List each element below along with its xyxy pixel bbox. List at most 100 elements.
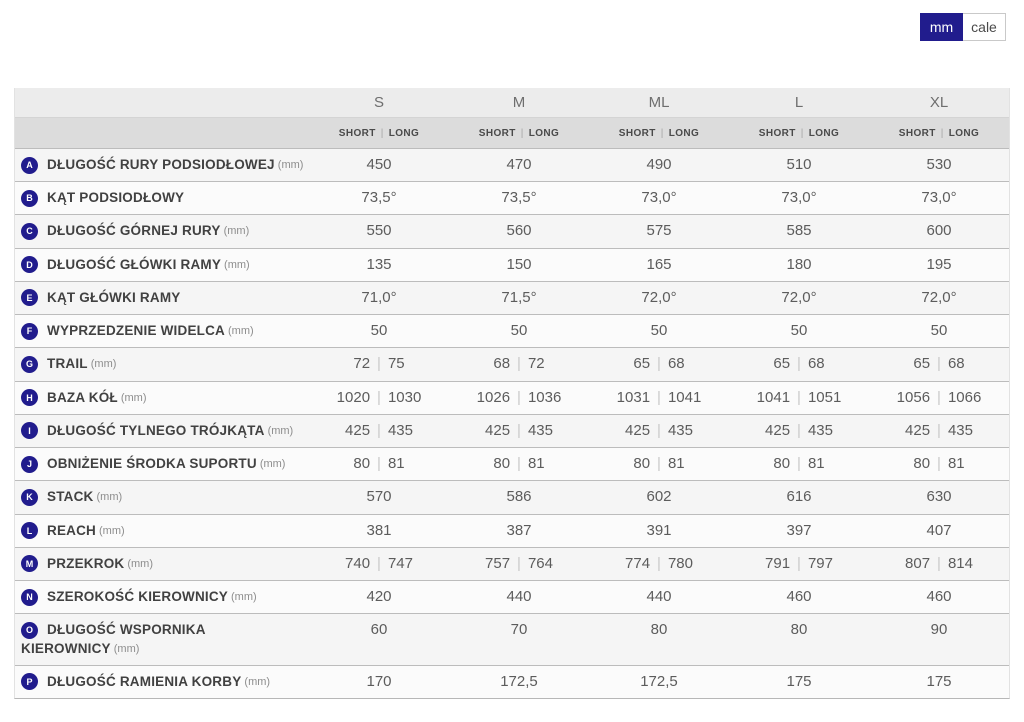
row-label: REACH [47,522,97,538]
value: 50 [790,322,808,340]
value: 397 [786,521,812,539]
value: 172,5 [640,672,678,690]
value-short: 1026 [476,388,511,406]
variant-short-label: SHORT [758,127,796,139]
value-cell: 80 | 81 [449,448,589,480]
value: 73,0° [641,189,677,207]
row-label: DŁUGOŚĆ GÓRNEJ RURY [47,223,221,239]
value-cell: 50 [449,315,589,347]
value: 72,0° [921,288,957,306]
value-cell: 73,5° [449,182,589,214]
value: 90 [930,621,948,639]
value-cell: 80 | 81 [869,448,1009,480]
table-row-n: N SZEROKOŚĆ KIEROWNICY (mm) 420 440 440 460 460 [15,580,1009,614]
value: 170 [366,672,392,690]
value-short: 80 [353,455,371,473]
row-unit: (mm) [113,642,140,655]
value-short: 774 [625,554,651,572]
value-separator: | [657,388,661,406]
value-long: 1036 [527,388,562,406]
row-letter-badge: E [21,289,38,307]
table-row-f: F WYPRZEDZENIE WIDELCA (mm) 50 50 50 50 50 [15,314,1009,348]
value: 616 [786,488,812,506]
value-cell: 71,0° [309,282,449,314]
value-cell: 440 [589,581,729,613]
table-row-g: G TRAIL (mm) 72 | 75 68 | 72 65 | 68 65 | 68 65 | 68 [15,347,1009,381]
row-unit: (mm) [96,491,123,504]
value-cell: 460 [869,581,1009,613]
value: 50 [370,322,388,340]
variant-short-label: SHORT [478,127,516,139]
value-short: 65 [773,355,791,373]
value-long: 747 [387,554,413,572]
value-cell: 425 | 435 [449,415,589,447]
row-unit: (mm) [277,159,304,171]
value-cell: 600 [869,215,1009,247]
value-cell: 72,0° [729,282,869,314]
value: 460 [786,588,812,606]
row-unit: (mm) [127,557,154,570]
value-long: 435 [667,421,693,439]
value-long: 1030 [387,388,422,406]
value: 135 [366,255,392,273]
value: 387 [506,521,532,539]
value-cell: 1056 | 1066 [869,382,1009,414]
value-separator: | [657,554,661,572]
value-long: 68 [947,355,965,373]
unit-toggle-cale-button[interactable]: cale [963,13,1006,41]
value-short: 65 [913,355,931,373]
value: 50 [510,322,528,340]
value-separator: | [937,355,941,373]
value-cell: 1031 | 1041 [589,382,729,414]
value-separator: | [937,421,941,439]
value-long: 75 [387,355,405,373]
value-short: 740 [345,554,371,572]
variant-separator: | [940,127,944,139]
value-cell: 425 | 435 [729,415,869,447]
value-cell: 170 [309,666,449,698]
value-cell: 387 [449,515,589,547]
value-separator: | [377,455,381,473]
row-letter-badge: I [21,422,38,440]
row-unit: (mm) [259,458,286,471]
row-unit: (mm) [223,225,250,238]
value-cell: 150 [449,249,589,281]
table-row-h: H BAZA KÓŁ (mm) 1020 | 1030 1026 | 1036 1031 | 1041… [15,380,1009,414]
value-cell: 440 [449,581,589,613]
table-row-o: O DŁUGOŚĆ WSPORNIKA KIEROWNICY (mm) 60 70 80 8… [15,613,1009,665]
value: 80 [650,621,668,639]
value: 570 [366,488,392,506]
value-separator: | [517,355,521,373]
value-cell: 80 | 81 [589,448,729,480]
row-label-cell: D DŁUGOŚĆ GŁÓWKI RAMY (mm) [15,249,309,281]
value-cell: 172,5 [449,666,589,698]
geometry-table: S M ML L XL SHORT | LONG SHORT | LONG SHORT | LONG SH… [14,88,1010,699]
value-separator: | [797,421,801,439]
value: 150 [506,255,532,273]
value-cell: 71,5° [449,282,589,314]
value-cell: 420 [309,581,449,613]
row-label: DŁUGOŚĆ GŁÓWKI RAMY [47,256,222,272]
variant-long-label: LONG [948,127,980,139]
unit-toggle-mm-button[interactable]: mm [920,13,963,41]
table-row-a: A DŁUGOŚĆ RURY PODSIODŁOWEJ (mm) 450 470 490 5… [15,148,1009,182]
row-label-cell: P DŁUGOŚĆ RAMIENIA KORBY (mm) [15,666,309,698]
value-short: 80 [913,455,931,473]
table-row-i: I DŁUGOŚĆ TYLNEGO TRÓJKĄTA (mm) 425 | 435 425 |… [15,413,1009,448]
value-separator: | [377,554,381,572]
row-letter-badge: A [21,156,38,174]
value-long: 72 [527,355,545,373]
row-label-cell: B KĄT PODSIODŁOWY [15,182,309,214]
row-label: STACK [47,489,94,505]
value-separator: | [797,554,801,572]
row-label: BAZA KÓŁ [47,389,118,405]
value-separator: | [517,388,521,406]
row-label-cell: H BAZA KÓŁ (mm) [15,382,309,414]
value-separator: | [797,355,801,373]
row-letter-badge: N [21,588,38,606]
value-separator: | [937,455,941,473]
variant-separator: | [520,127,524,139]
value-cell: 65 | 68 [729,348,869,380]
row-letter-badge: D [21,256,38,274]
row-letter-badge: J [21,455,38,473]
